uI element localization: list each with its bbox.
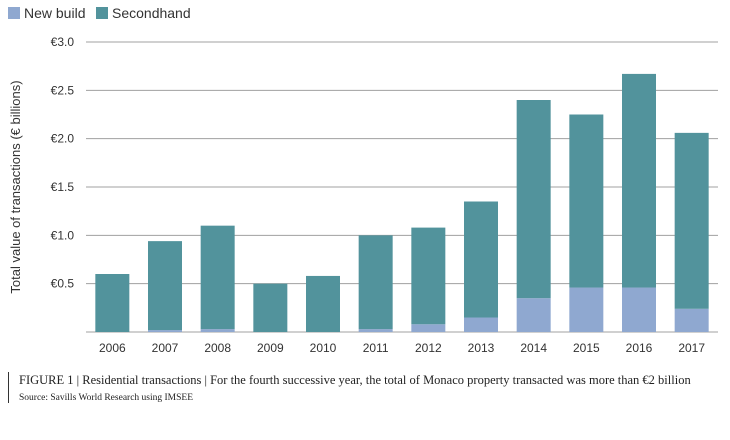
x-tick-label: 2010 (310, 341, 337, 355)
x-tick-label: 2007 (152, 341, 179, 355)
x-tick-label: 2011 (363, 341, 389, 355)
gridlines (86, 41, 718, 333)
x-tick-label: 2013 (468, 341, 495, 355)
bar-secondhand-2012 (411, 227, 446, 325)
x-axis-ticks: 2006 2007 2008 2009 2010 2011 2012 2013 2014 2015… (99, 341, 705, 355)
y-tick-label: €3.0 (51, 35, 75, 49)
bar-secondhand-2009 (253, 283, 288, 332)
stacked-bar-chart: New build Secondhand €0.5 €1.0 €1.5 €2.0 €2.5… (8, 5, 718, 355)
bar-new-build-2011 (358, 329, 393, 332)
y-tick-label: €0.5 (51, 277, 75, 291)
bar-secondhand-2010 (306, 275, 340, 332)
x-tick-label: 2012 (415, 341, 442, 355)
bar-secondhand-2011 (358, 235, 393, 330)
bar-secondhand-2014 (516, 100, 551, 299)
y-tick-label: €1.0 (51, 228, 75, 242)
legend-swatch-0 (8, 7, 20, 19)
bar-secondhand-2016 (622, 73, 656, 288)
x-tick-label: 2016 (626, 341, 653, 355)
bar-new-build-2008 (200, 329, 235, 332)
bar-new-build-2012 (411, 324, 446, 332)
x-tick-label: 2014 (520, 341, 547, 355)
x-tick-label: 2008 (204, 341, 231, 355)
bar-new-build-2017 (674, 308, 709, 332)
bar-new-build-2016 (622, 287, 656, 332)
bar-secondhand-2006 (95, 274, 130, 332)
y-axis-ticks: €0.5 €1.0 €1.5 €2.0 €2.5 €3.0 (51, 35, 75, 291)
bar-new-build-2013 (464, 317, 498, 332)
bar-new-build-2015 (569, 287, 604, 332)
legend: New build Secondhand (8, 5, 191, 21)
y-tick-label: €2.0 (51, 132, 75, 146)
bar-new-build-2014 (516, 298, 551, 332)
y-tick-label: €2.5 (51, 83, 75, 97)
legend-label-1: Secondhand (112, 5, 191, 21)
figure-caption: FIGURE 1 | Residential transactions | Fo… (19, 373, 691, 387)
bar-secondhand-2013 (464, 201, 498, 318)
bar-new-build-2007 (148, 330, 182, 332)
bars (95, 73, 709, 332)
x-tick-label: 2017 (678, 341, 705, 355)
x-tick-label: 2009 (257, 341, 284, 355)
figure-caption-block: FIGURE 1 | Residential transactions | Fo… (8, 372, 730, 403)
x-tick-label: 2006 (99, 341, 126, 355)
legend-swatch-1 (96, 7, 108, 19)
legend-label-0: New build (24, 5, 85, 21)
x-tick-label: 2015 (573, 341, 600, 355)
y-axis-label: Total value of transactions (€ billions) (8, 80, 23, 293)
y-tick-label: €1.5 (51, 180, 75, 194)
bar-secondhand-2008 (200, 225, 235, 330)
bar-secondhand-2007 (148, 241, 182, 331)
bar-secondhand-2015 (569, 114, 604, 288)
source-note: Source: Savills World Research using IMS… (19, 393, 193, 403)
bar-secondhand-2017 (674, 132, 709, 309)
